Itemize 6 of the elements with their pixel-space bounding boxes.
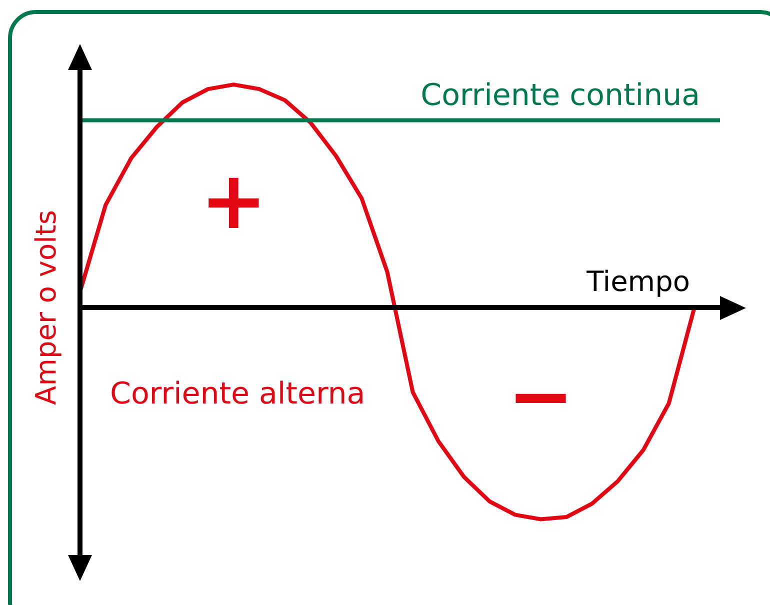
annotation: + xyxy=(200,154,268,247)
series-label: Corriente alterna xyxy=(110,376,366,412)
series-label: Corriente continua xyxy=(420,78,700,114)
y-axis-title: Amper o volts xyxy=(29,210,62,405)
x-axis-title: Tiempo xyxy=(586,264,690,298)
annotation: − xyxy=(507,350,574,443)
